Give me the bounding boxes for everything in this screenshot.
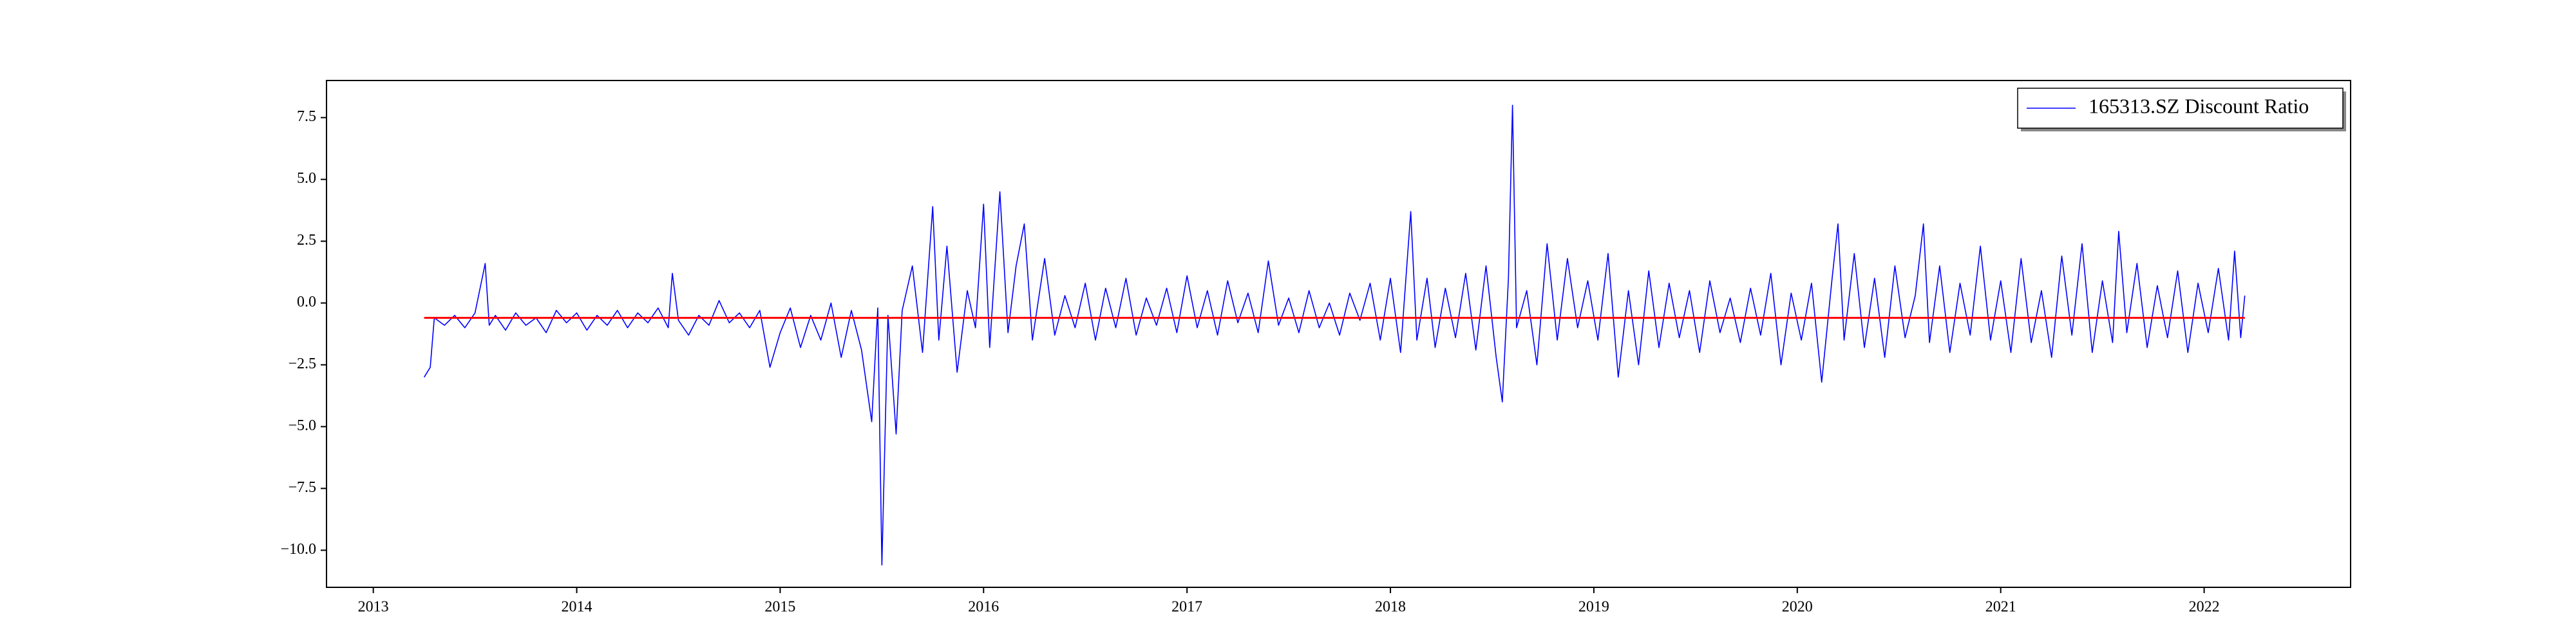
x-tick-label: 2022	[2189, 599, 2220, 616]
x-tick-label: 2021	[1985, 599, 2016, 616]
y-tick-label: 5.0	[297, 170, 316, 187]
x-tick-label: 2014	[562, 599, 592, 616]
x-tick-label: 2019	[1578, 599, 1609, 616]
y-tick-label: 0.0	[297, 294, 316, 310]
x-tick-label: 2013	[358, 599, 389, 616]
x-tick-label: 2018	[1375, 599, 1406, 616]
legend-label: 165313.SZ Discount Ratio	[2088, 94, 2309, 117]
y-tick-label: −2.5	[288, 355, 316, 372]
x-tick-label: 2016	[968, 599, 999, 616]
axes-frame	[326, 80, 2351, 588]
y-tick-label: 7.5	[297, 108, 316, 125]
x-tick-label: 2020	[1782, 599, 1813, 616]
y-tick-label: −5.0	[288, 417, 316, 434]
y-tick-label: −7.5	[288, 479, 316, 496]
data-line	[423, 104, 2246, 566]
y-tick-label: −10.0	[280, 541, 316, 558]
y-tick-label: 2.5	[297, 232, 316, 249]
x-tick-label: 2015	[764, 599, 795, 616]
x-tick-label: 2017	[1171, 599, 1202, 616]
